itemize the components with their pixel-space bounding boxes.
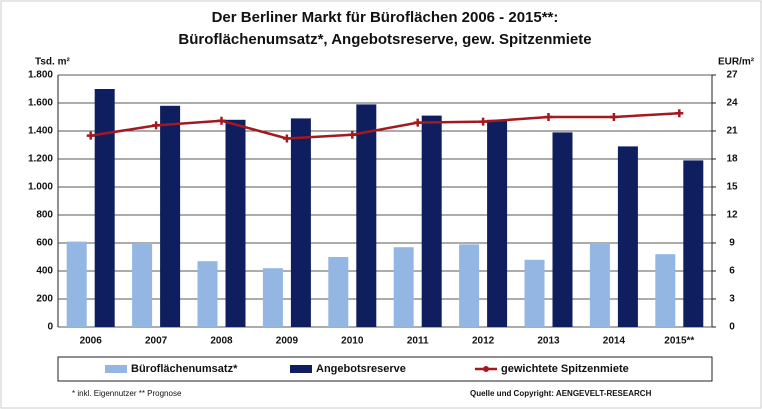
bar: [94, 89, 115, 327]
marker: [348, 130, 357, 139]
x-tick-label: 2008: [210, 336, 233, 347]
y-tick-label: 1.200: [28, 154, 53, 165]
y2-tick-label: 12: [726, 210, 738, 221]
bar: [524, 259, 545, 327]
y2-tick-label: 15: [726, 182, 738, 193]
bar: [356, 104, 377, 328]
bar: [290, 118, 311, 328]
y-tick-label: 0: [47, 322, 53, 333]
bar: [617, 146, 638, 327]
bar: [459, 244, 480, 327]
y2-tick-label: 3: [729, 294, 735, 305]
x-tick-label: 2013: [537, 336, 560, 347]
marker: [609, 113, 618, 121]
chart-subtitle: Büroflächenumsatz*, Angebotsreserve, gew…: [178, 31, 591, 48]
y2-axis-label: EUR/m²: [718, 57, 755, 68]
legend-label: Büroflächenumsatz*: [131, 363, 238, 375]
legend-swatch: [483, 366, 489, 372]
legend-label: Angebotsreserve: [316, 363, 406, 375]
bar: [197, 261, 218, 327]
legend-swatch: [105, 365, 127, 373]
y-tick-label: 600: [36, 238, 53, 249]
bar: [487, 119, 508, 327]
bar: [66, 241, 87, 327]
bar: [421, 115, 442, 327]
y2-tick-label: 24: [726, 98, 738, 109]
bar: [393, 247, 414, 327]
y2-tick-label: 21: [726, 126, 738, 137]
x-tick-label: 2014: [603, 336, 626, 347]
marker: [675, 109, 684, 118]
bar: [552, 132, 573, 327]
marker: [413, 118, 422, 127]
y-tick-label: 1.800: [28, 70, 53, 81]
legend-box: [57, 356, 713, 382]
y2-tick-label: 6: [729, 266, 735, 277]
y-tick-label: 800: [36, 210, 53, 221]
chart-title: Der Berliner Markt für Büroflächen 2006 …: [212, 9, 559, 26]
marker: [544, 113, 553, 121]
y-tick-label: 1.000: [28, 182, 53, 193]
y2-tick-label: 18: [726, 154, 738, 165]
source: Quelle und Copyright: AENGEVELT-RESEARCH: [470, 389, 652, 398]
marker: [479, 117, 488, 126]
y-tick-label: 400: [36, 266, 53, 277]
line: [90, 112, 680, 140]
x-tick-label: 2015**: [664, 336, 694, 347]
marker: [152, 121, 161, 130]
bar: [225, 119, 246, 327]
x-tick-label: 2011: [407, 336, 429, 347]
bar: [683, 160, 704, 327]
bar: [262, 268, 283, 327]
marker: [86, 131, 95, 140]
x-tick-label: 2007: [145, 336, 168, 347]
legend-swatch: [290, 365, 312, 373]
y-tick-label: 1.400: [28, 126, 53, 137]
y-tick-label: 1.600: [28, 98, 53, 109]
y2-tick-label: 0: [729, 322, 735, 333]
y2-tick-label: 27: [726, 70, 738, 81]
bar: [328, 257, 349, 327]
y-axis-label: Tsd. m²: [35, 57, 70, 68]
marker: [282, 134, 291, 143]
marker: [217, 116, 226, 125]
bar: [132, 243, 153, 327]
bar: [160, 105, 181, 327]
x-tick-label: 2006: [80, 336, 103, 347]
x-tick-label: 2010: [341, 336, 364, 347]
footnote: * inkl. Eigennutzer ** Prognose: [72, 389, 182, 398]
x-tick-label: 2009: [276, 336, 299, 347]
y-tick-label: 200: [36, 294, 53, 305]
x-tick-label: 2012: [472, 336, 495, 347]
legend-label: gewichtete Spitzenmiete: [501, 363, 629, 375]
bar: [655, 254, 676, 327]
bar: [589, 243, 610, 327]
y2-tick-label: 9: [729, 238, 735, 249]
